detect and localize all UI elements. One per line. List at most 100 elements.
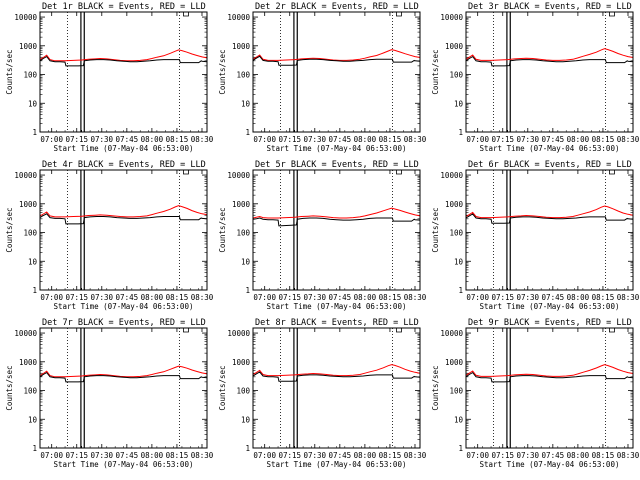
x-tick-label: 07:30 [91,135,114,144]
events-series-line [465,213,634,224]
lld-series-line [465,364,634,377]
x-tick-label: 07:15 [491,135,514,144]
y-tick-label: 10 [241,99,251,108]
y-tick-label: 10 [241,257,251,266]
x-axis-label: Start Time (07-May-04 06:53:00) [54,302,194,311]
panel-title: Det 7r BLACK = Events, RED = LLD [42,318,206,328]
lld-series-line [252,364,421,377]
x-tick-label: 07:45 [329,293,352,302]
x-tick-label: 08:30 [191,451,214,460]
detector-panel-3: Det 3r BLACK = Events, RED = LLD 1 10 100 10… [431,2,640,153]
x-tick-label: 08:30 [617,451,640,460]
detector-panel-1: Det 1r BLACK = Events, RED = LLD 1 10 100 10… [5,2,214,153]
top-notch-marker [183,12,189,17]
x-tick-label: 08:00 [141,451,164,460]
x-tick-label: 07:45 [329,135,352,144]
lld-series-line [252,207,421,219]
y-tick-label: 1 [245,128,250,137]
y-tick-label: 10000 [14,329,37,338]
plot-frame [39,327,208,449]
y-axis-label: Counts/sec [431,207,440,252]
y-tick-label: 10000 [227,329,250,338]
x-tick-label: 08:00 [141,293,164,302]
y-tick-label: 100 [23,229,37,238]
y-tick-label: 10 [454,415,464,424]
y-axis-label: Counts/sec [218,365,227,410]
y-axis-label: Counts/sec [218,49,227,94]
y-tick-label: 1000 [19,200,38,209]
y-tick-label: 10 [241,415,251,424]
top-notch-marker [396,328,402,333]
x-tick-label: 08:00 [354,135,377,144]
x-tick-label: 07:15 [278,135,301,144]
y-tick-label: 1000 [445,200,464,209]
x-tick-label: 08:30 [191,293,214,302]
plot-frame [252,169,421,291]
x-tick-label: 08:00 [567,135,590,144]
y-tick-label: 1000 [19,42,38,51]
x-tick-label: 07:00 [40,451,63,460]
y-tick-label: 10 [454,99,464,108]
y-tick-label: 100 [449,387,463,396]
x-tick-label: 07:00 [40,293,63,302]
y-axis-label: Counts/sec [5,207,14,252]
lld-series-line [252,49,421,61]
x-tick-label: 07:15 [278,293,301,302]
y-tick-label: 1 [32,444,37,453]
events-series-line [252,55,421,66]
x-tick-label: 08:00 [141,135,164,144]
y-axis-label: Counts/sec [5,49,14,94]
top-notch-marker [183,170,189,175]
y-tick-label: 1000 [232,358,251,367]
y-tick-label: 100 [236,229,250,238]
x-tick-label: 08:00 [354,293,377,302]
plot-frame [252,11,421,133]
x-tick-label: 08:30 [404,293,427,302]
x-axis-label: Start Time (07-May-04 06:53:00) [480,460,620,469]
top-notch-marker [609,170,615,175]
x-tick-label: 07:45 [542,293,565,302]
top-notch-marker [609,12,615,17]
x-axis-label: Start Time (07-May-04 06:53:00) [267,460,407,469]
lld-series-line [39,365,208,378]
x-axis-label: Start Time (07-May-04 06:53:00) [54,460,194,469]
y-tick-label: 10000 [227,171,250,180]
y-tick-label: 100 [236,387,250,396]
y-tick-label: 10 [28,99,38,108]
x-axis-label: Start Time (07-May-04 06:53:00) [54,144,194,153]
y-tick-label: 10000 [440,171,463,180]
x-tick-label: 07:45 [329,451,352,460]
x-tick-label: 07:45 [116,135,139,144]
x-axis-label: Start Time (07-May-04 06:53:00) [267,302,407,311]
events-series-line [252,371,421,382]
x-tick-label: 07:15 [491,293,514,302]
x-tick-label: 07:00 [466,135,489,144]
y-tick-label: 1000 [19,358,38,367]
y-axis-label: Counts/sec [431,365,440,410]
y-tick-label: 1 [458,128,463,137]
y-tick-label: 1000 [445,358,464,367]
y-tick-label: 1 [32,128,37,137]
lld-series-line [465,48,634,61]
y-tick-label: 10 [454,257,464,266]
y-tick-label: 1000 [232,200,251,209]
plot-frame [39,11,208,133]
panel-title: Det 2r BLACK = Events, RED = LLD [255,2,419,12]
x-tick-label: 08:15 [592,293,615,302]
x-tick-label: 07:00 [253,135,276,144]
x-tick-label: 07:45 [116,451,139,460]
x-tick-label: 07:00 [466,451,489,460]
events-series-line [39,55,208,67]
x-axis-label: Start Time (07-May-04 06:53:00) [480,144,620,153]
y-tick-label: 1 [245,286,250,295]
x-tick-label: 08:15 [592,135,615,144]
x-tick-label: 07:00 [253,293,276,302]
y-tick-label: 10000 [227,13,250,22]
detector-panel-6: Det 6r BLACK = Events, RED = LLD 1 10 100 10… [431,160,640,311]
detector-panel-2: Det 2r BLACK = Events, RED = LLD 1 10 100 10… [218,2,427,153]
events-series-line [465,371,634,383]
x-tick-label: 08:00 [567,451,590,460]
x-tick-label: 08:30 [191,135,214,144]
y-tick-label: 100 [23,71,37,80]
